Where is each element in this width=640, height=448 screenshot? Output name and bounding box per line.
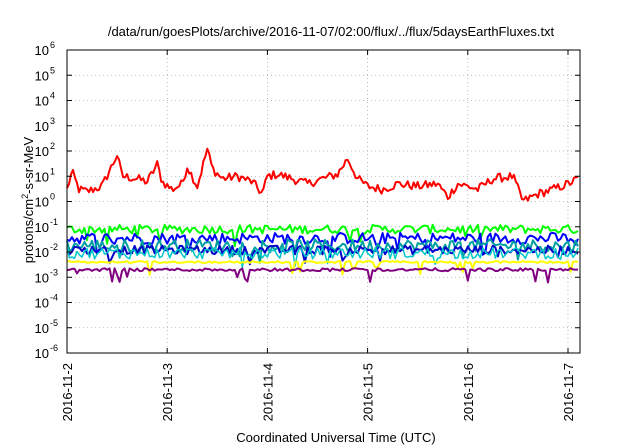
y-tick-label: 10: [35, 68, 49, 83]
y-tick-exponent: -5: [50, 318, 58, 328]
y-tick-label: 10: [35, 346, 49, 361]
y-tick-label: 10: [35, 245, 49, 260]
series-line-6: [66, 260, 578, 276]
chart-title: /data/run/goesPlots/archive/2016-11-07/0…: [108, 24, 555, 39]
y-axis-label-base: protons/cm: [21, 199, 36, 263]
x-axis-label: Coordinated Universal Time (UTC): [236, 430, 435, 445]
y-tick-label: 10: [35, 220, 49, 235]
series-line-7: [66, 267, 578, 284]
y-axis-label-rest: -s-sr-MeV: [21, 136, 36, 193]
x-tick-label: 2016-11-6: [461, 363, 476, 421]
series-group: [66, 147, 579, 284]
series-line-1: [66, 223, 579, 248]
y-tick-exponent: 1: [50, 166, 55, 176]
y-tick-exponent: 0: [50, 192, 55, 202]
x-tick-label: 2016-11-4: [260, 363, 275, 421]
y-tick-exponent: -4: [50, 293, 58, 303]
y-tick-exponent: -2: [50, 242, 58, 252]
y-tick-exponent: -3: [50, 267, 58, 277]
y-tick-exponent: 4: [50, 91, 55, 101]
y-tick-exponent: 3: [50, 116, 55, 126]
y-tick-label: 10: [35, 94, 49, 109]
x-tick-label: 2016-11-5: [361, 363, 376, 421]
x-tick-label: 2016-11-3: [160, 363, 175, 421]
y-tick-exponent: -1: [50, 217, 58, 227]
y-tick-label: 10: [35, 144, 49, 159]
y-tick-label: 10: [35, 321, 49, 336]
y-tick-label: 10: [35, 195, 49, 210]
y-tick-label: 10: [35, 119, 49, 134]
x-ticks: 2016-11-2 2016-11-3 2016-11-4 2016-11-5 2016…: [60, 50, 576, 421]
y-tick-exponent: 5: [50, 65, 55, 75]
y-tick-exponent: 6: [50, 40, 55, 50]
x-tick-label: 2016-11-7: [561, 363, 576, 421]
y-tick-exponent: 2: [50, 141, 55, 151]
x-tick-label: 2016-11-2: [60, 363, 75, 421]
series-line-0: [66, 147, 579, 202]
y-tick-label: 10: [35, 43, 49, 58]
y-tick-label: 10: [35, 169, 49, 184]
y-tick-label: 10: [35, 270, 49, 285]
y-tick-exponent: -6: [50, 343, 58, 353]
series-line-5: [66, 246, 579, 269]
y-tick-label: 10: [35, 296, 49, 311]
y-axis-label: protons/cm2-s-sr-MeV: [20, 136, 36, 263]
series-line-4: [66, 244, 579, 266]
y-axis-label-sup: 2: [20, 194, 30, 199]
